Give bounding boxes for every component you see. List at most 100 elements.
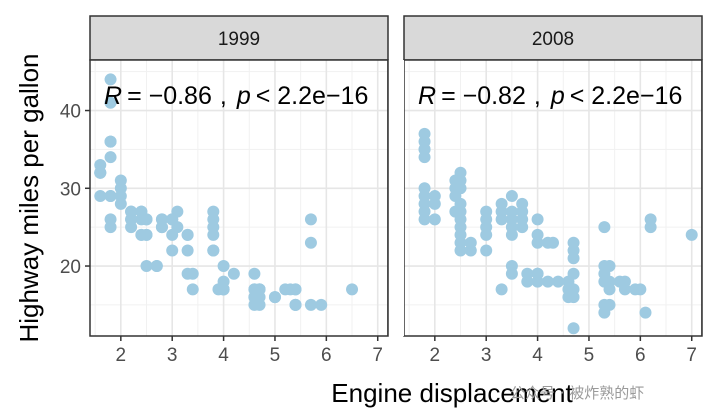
data-point	[181, 228, 194, 241]
data-point	[166, 213, 179, 226]
data-point	[418, 143, 431, 156]
facet-panel-1999: 1999 R = −0.86, p < 2.2e−16	[89, 15, 389, 337]
panel-background	[90, 60, 388, 336]
x-tick-label: 7	[372, 345, 383, 366]
data-point	[104, 190, 117, 203]
data-point	[150, 260, 163, 273]
data-point	[547, 236, 559, 249]
data-point	[480, 228, 493, 241]
data-point	[480, 205, 493, 218]
data-point	[346, 283, 359, 296]
data-point	[531, 228, 544, 241]
data-point	[516, 221, 529, 234]
data-point	[598, 275, 611, 288]
x-axis: 2 3 4 5 6 7 2 3 4 5 6 7	[116, 336, 697, 366]
data-point	[114, 190, 127, 203]
x-tick-label: 7	[686, 345, 697, 366]
x-tick-label: 5	[270, 345, 281, 366]
x-tick-label: 4	[532, 345, 543, 366]
data-point	[505, 260, 518, 273]
x-tick-label: 5	[584, 345, 595, 366]
data-point	[104, 73, 117, 86]
y-axis-title: Highway miles per gallon	[14, 53, 44, 342]
data-point	[104, 96, 117, 109]
x-tick-label: 4	[218, 345, 229, 366]
y-tick-label: 20	[60, 257, 81, 278]
data-point	[552, 275, 565, 288]
data-point	[495, 283, 508, 296]
data-point	[181, 244, 194, 257]
x-tick-label: 3	[167, 345, 178, 366]
data-point	[94, 166, 107, 179]
r-label: R	[418, 82, 436, 110]
correlation-annotation: R = −0.86, p < 2.2e−16	[104, 82, 368, 110]
data-point	[104, 151, 117, 164]
data-point	[186, 283, 199, 296]
data-point	[268, 291, 281, 304]
facet-strip	[89, 15, 389, 61]
r-label: R	[104, 82, 122, 110]
data-point	[418, 213, 431, 226]
data-point	[521, 275, 534, 288]
panel-gap	[388, 60, 404, 336]
data-point	[449, 205, 462, 218]
data-point	[613, 275, 626, 288]
data-point	[217, 283, 230, 296]
data-point	[480, 244, 493, 257]
data-point	[567, 322, 580, 335]
data-point	[598, 221, 611, 234]
data-point	[289, 298, 302, 311]
data-point	[227, 267, 240, 280]
facet-label: 2008	[532, 29, 574, 50]
y-tick-label: 30	[60, 179, 81, 200]
data-point	[428, 213, 441, 226]
data-point	[454, 182, 467, 195]
data-point	[207, 228, 220, 241]
data-point	[567, 252, 580, 265]
facet-strip	[403, 15, 703, 61]
data-points	[418, 127, 698, 335]
watermark: 公众号 · 被炸熟的虾	[510, 384, 644, 402]
data-point	[531, 213, 544, 226]
data-point	[464, 244, 477, 257]
data-points	[94, 73, 359, 311]
correlation-annotation: R = −0.82, p < 2.2e−16	[418, 82, 682, 110]
data-point	[140, 260, 153, 273]
facet-panel-2008: 2008 R = −0.82, p < 2.2e−16	[403, 15, 703, 337]
data-point	[304, 213, 317, 226]
p-label: p	[550, 82, 565, 110]
data-point	[181, 267, 194, 280]
data-point	[155, 221, 168, 234]
data-point	[315, 298, 328, 311]
right-margin	[702, 60, 720, 336]
x-tick-label: 2	[430, 345, 441, 366]
x-tick-label: 2	[116, 345, 127, 366]
data-point	[289, 283, 302, 296]
facet-label: 1999	[218, 29, 260, 50]
separator: ,	[220, 82, 227, 110]
x-tick-label: 6	[321, 345, 332, 366]
data-point	[531, 267, 544, 280]
y-tick-label: 40	[60, 102, 81, 123]
data-point	[685, 228, 698, 241]
x-tick-label: 3	[481, 345, 492, 366]
data-point	[248, 267, 261, 280]
r-value: = −0.82	[441, 82, 526, 110]
data-point	[140, 228, 153, 241]
data-point	[304, 236, 317, 249]
data-point	[125, 205, 138, 218]
data-point	[505, 228, 518, 241]
data-point	[166, 244, 179, 257]
data-point	[253, 291, 266, 304]
data-point	[639, 306, 652, 319]
data-point	[104, 221, 117, 234]
p-value: < 2.2e−16	[570, 82, 683, 110]
r-value: = −0.86	[127, 82, 212, 110]
data-point	[166, 228, 179, 241]
data-point	[454, 244, 467, 257]
data-point	[603, 298, 616, 311]
data-point	[207, 244, 220, 257]
data-point	[495, 213, 508, 226]
data-point	[217, 260, 230, 273]
